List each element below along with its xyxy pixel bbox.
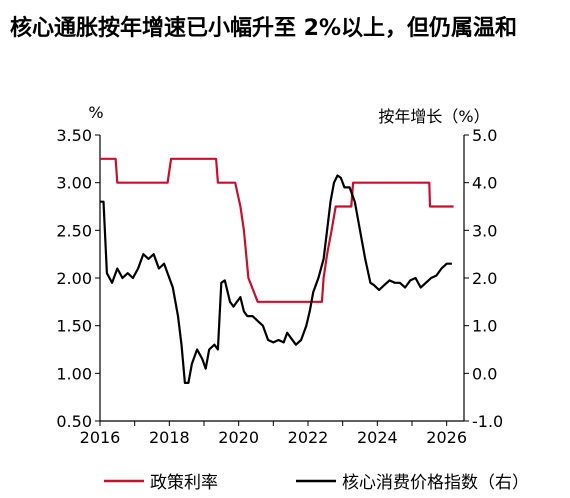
left-tick-label: 1.00 [56,364,92,383]
series-layer [100,157,454,384]
left-tick-label: 2.50 [56,221,92,240]
legend: 政策利率 核心消费价格指数（右） [104,473,529,493]
series-line-policy-rate [100,157,454,303]
left-tick-label: 0.50 [56,412,92,431]
left-tick-label: 3.00 [56,174,92,193]
left-tick-label: 1.50 [56,317,92,336]
x-tick-label: 2016 [80,428,121,447]
x-tick-label: 2026 [426,428,467,447]
right-tick-label: -1.0 [472,412,503,431]
x-tick-label: 2024 [357,428,398,447]
axes: 3.50 3.00 2.50 2.00 1.50 1.00 0.50 5.0 4.0 3.0 2.0… [56,103,503,447]
left-axis-unit: % [88,103,103,122]
legend-label: 核心消费价格指数（右） [342,473,529,493]
right-axis-unit: 按年增长（%） [378,107,489,126]
series-line-core-cpi [100,174,452,384]
x-tick-label: 2022 [288,428,329,447]
legend-label: 政策利率 [150,473,218,493]
right-tick-label: 4.0 [472,174,497,193]
right-tick-label: 2.0 [472,269,497,288]
right-tick-label: 0.0 [472,364,497,383]
right-tick-label: 5.0 [472,126,497,145]
chart-title: 核心通胀按年增速已小幅升至 2%以上，但仍属温和 [10,16,518,41]
right-tick-label: 3.0 [472,221,497,240]
right-tick-label: 1.0 [472,317,497,336]
x-tick-label: 2020 [218,428,259,447]
x-tick-label: 2018 [149,428,190,447]
left-tick-label: 3.50 [56,126,92,145]
left-tick-label: 2.00 [56,269,92,288]
